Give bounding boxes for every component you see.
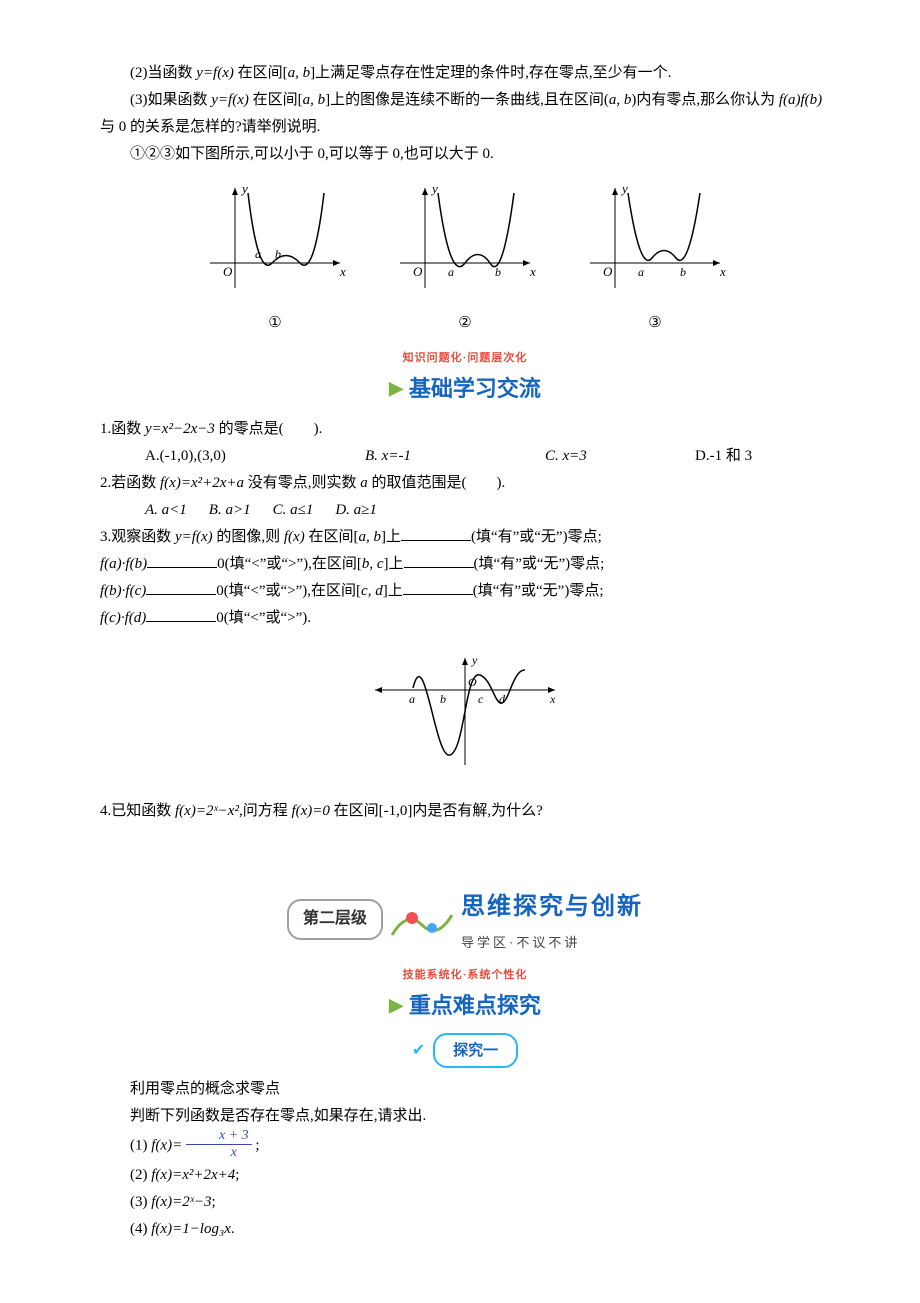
svg-text:x: x bbox=[719, 264, 726, 279]
intro-p2: (3)如果函数 y=f(x) 在区间[a, b]上的图像是连续不断的一条曲线,且… bbox=[100, 87, 830, 141]
q3-blank-3[interactable] bbox=[404, 552, 474, 568]
svg-text:a: a bbox=[448, 265, 454, 279]
svg-text:y: y bbox=[240, 181, 248, 196]
banner-zhongdian: 技能系统化·系统个性化 ▶ 重点难点探究 bbox=[100, 966, 830, 1025]
ex-h2: 判断下列函数是否存在零点,如果存在,请求出. bbox=[100, 1103, 830, 1130]
svg-text:a: a bbox=[638, 265, 644, 279]
q3-line1: 3.观察函数 y=f(x) 的图像,则 f(x) 在区间[a, b]上(填“有”… bbox=[100, 524, 830, 551]
q3-line2: f(a)·f(b)0(填“<”或“>”),在区间[b, c]上(填“有”或“无”… bbox=[100, 551, 830, 578]
chart-2-svg: O x y a b bbox=[390, 178, 540, 298]
svg-text:x: x bbox=[339, 264, 346, 279]
q3-graph: O x y a b c d bbox=[100, 650, 830, 780]
banner-zhongdian-sub: 技能系统化·系统个性化 bbox=[100, 966, 830, 986]
ex-l2: (2) f(x)=x²+2x+4; bbox=[100, 1162, 830, 1189]
chart-2: O x y a b ② bbox=[390, 178, 540, 337]
q3-blank-6[interactable] bbox=[146, 606, 216, 622]
banner-jichu: 知识问题化·问题层次化 ▶ 基础学习交流 bbox=[100, 349, 830, 408]
check-icon: ✔ bbox=[412, 1042, 425, 1059]
banner-jichu-sub: 知识问题化·问题层次化 bbox=[100, 349, 830, 369]
chart-1-label: ① bbox=[200, 310, 350, 337]
chart-3: O x y a b ③ bbox=[580, 178, 730, 337]
ex-l4: (4) f(x)=1−log₃x. bbox=[100, 1216, 830, 1243]
q1-opt-c: C. x=3 bbox=[545, 443, 695, 470]
q1-options: A.(-1,0),(3,0) B. x=-1 C. x=3 D.-1 和 3 bbox=[145, 443, 830, 470]
chart-1-svg: O x y a b bbox=[200, 178, 350, 298]
tanjiu-badge: 探究一 bbox=[433, 1033, 518, 1068]
q1-opt-d: D.-1 和 3 bbox=[695, 443, 752, 470]
svg-text:y: y bbox=[430, 181, 438, 196]
ex-h1: 利用零点的概念求零点 bbox=[100, 1076, 830, 1103]
q3-blank-2[interactable] bbox=[147, 552, 217, 568]
q3-line4: f(c)·f(d)0(填“<”或“>”). bbox=[100, 605, 830, 632]
svg-text:x: x bbox=[549, 692, 556, 706]
banner-jichu-main: ▶ 基础学习交流 bbox=[389, 369, 541, 409]
level-badge: 第二层级 bbox=[287, 899, 383, 940]
svg-text:O: O bbox=[413, 264, 423, 279]
q3-line3: f(b)·f(c)0(填“<”或“>”),在区间[c, d]上(填“有”或“无”… bbox=[100, 578, 830, 605]
arrow-icon: ▶ bbox=[389, 372, 403, 404]
chart-3-svg: O x y a b bbox=[580, 178, 730, 298]
q1-opt-b: B. x=-1 bbox=[365, 443, 545, 470]
q2-opt-a: A. a<1 bbox=[145, 497, 187, 524]
svg-text:y: y bbox=[620, 181, 628, 196]
svg-text:b: b bbox=[275, 247, 281, 261]
q2-stem: 2.若函数 f(x)=x²+2x+a 没有零点,则实数 a 的取值范围是( ). bbox=[100, 470, 830, 497]
q1-stem: 1.函数 y=x²−2x−3 的零点是( ). bbox=[100, 416, 830, 443]
banner-level2: 第二层级 思维探究与创新 导学区·不议不讲 bbox=[100, 885, 830, 954]
banner-zhongdian-main: ▶ 重点难点探究 bbox=[389, 986, 541, 1026]
intro-p3: ①②③如下图所示,可以小于 0,可以等于 0,也可以大于 0. bbox=[100, 141, 830, 168]
svg-text:O: O bbox=[223, 264, 233, 279]
banner-level2-title: 思维探究与创新 bbox=[461, 885, 643, 928]
svg-text:b: b bbox=[680, 265, 686, 279]
svg-text:b: b bbox=[440, 692, 446, 706]
svg-text:y: y bbox=[471, 653, 478, 667]
tanjiu-badge-row: ✔ 探究一 bbox=[100, 1033, 830, 1068]
q2-opt-c: C. a≤1 bbox=[273, 497, 314, 524]
q4: 4.已知函数 f(x)=2ˣ−x²,问方程 f(x)=0 在区间[-1,0]内是… bbox=[100, 798, 830, 825]
banner-level2-sub: 导学区·不议不讲 bbox=[461, 931, 643, 954]
q2-opt-b: B. a>1 bbox=[209, 497, 251, 524]
chart-3-label: ③ bbox=[580, 310, 730, 337]
q2-options: A. a<1 B. a>1 C. a≤1 D. a≥1 bbox=[145, 497, 830, 524]
q2-opt-d: D. a≥1 bbox=[335, 497, 377, 524]
q1-opt-a: A.(-1,0),(3,0) bbox=[145, 443, 365, 470]
q3-graph-svg: O x y a b c d bbox=[365, 650, 565, 770]
svg-text:a: a bbox=[409, 692, 415, 706]
ex-l3: (3) f(x)=2ˣ−3; bbox=[100, 1189, 830, 1216]
q3-blank-4[interactable] bbox=[146, 579, 216, 595]
chart-1: O x y a b ① bbox=[200, 178, 350, 337]
chart-2-label: ② bbox=[390, 310, 540, 337]
decoration-icon bbox=[387, 900, 457, 940]
svg-text:c: c bbox=[478, 692, 484, 706]
ex-l1: (1) f(x)= x + 3x ; bbox=[100, 1130, 830, 1162]
q3-blank-1[interactable] bbox=[401, 525, 471, 541]
svg-text:d: d bbox=[499, 692, 506, 706]
q3-blank-5[interactable] bbox=[403, 579, 473, 595]
arrow-icon: ▶ bbox=[389, 989, 403, 1021]
charts-row: O x y a b ① O x y a b ② O bbox=[100, 178, 830, 337]
intro-p1: (2)当函数 y=f(x) 在区间[a, b]上满足零点存在性定理的条件时,存在… bbox=[100, 60, 830, 87]
svg-text:b: b bbox=[495, 265, 501, 279]
svg-text:x: x bbox=[529, 264, 536, 279]
svg-text:a: a bbox=[255, 247, 261, 261]
svg-text:O: O bbox=[603, 264, 613, 279]
